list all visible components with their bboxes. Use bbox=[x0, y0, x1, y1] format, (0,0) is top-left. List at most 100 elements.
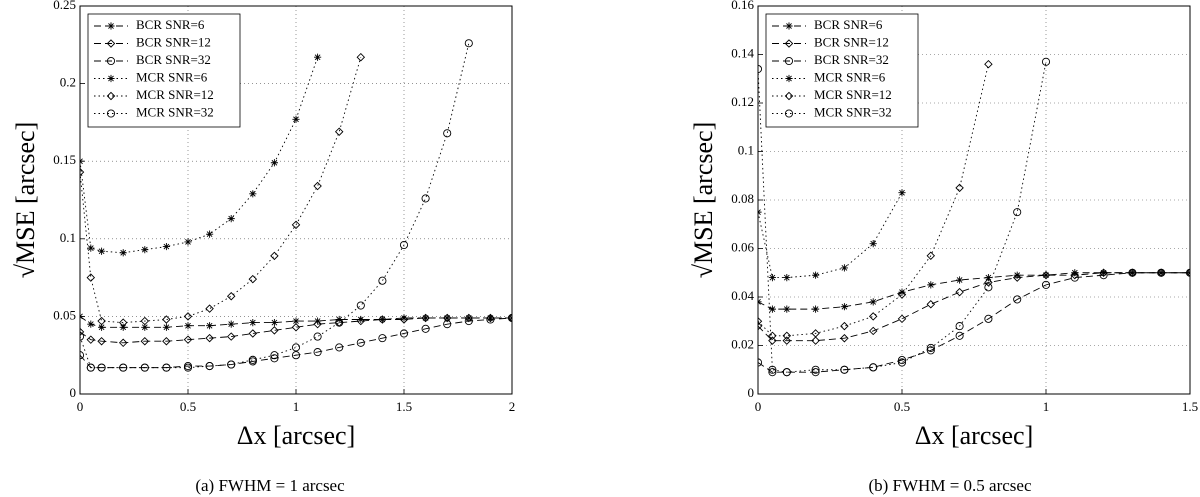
marker bbox=[1041, 270, 1051, 280]
y-tick-label: 0.14 bbox=[731, 45, 754, 60]
marker bbox=[162, 242, 170, 251]
marker bbox=[768, 365, 777, 374]
plot-frame bbox=[79, 5, 513, 395]
marker bbox=[140, 363, 149, 372]
marker bbox=[926, 251, 936, 261]
y-tick-label: 0.05 bbox=[53, 307, 76, 322]
marker bbox=[270, 326, 279, 335]
marker bbox=[313, 332, 322, 341]
marker bbox=[270, 319, 278, 327]
marker bbox=[421, 324, 430, 333]
marker bbox=[313, 319, 322, 329]
marker bbox=[400, 314, 408, 322]
marker bbox=[422, 314, 430, 322]
plot: 0 0.02 0.04 0.06 0.08 0.1 0.12 0.14 0.16 0 0.5 1 1.5… bbox=[689, 0, 1198, 495]
legend-marker bbox=[106, 91, 116, 101]
series-line bbox=[758, 272, 1190, 310]
legend-marker bbox=[784, 39, 794, 48]
marker bbox=[291, 323, 301, 332]
marker bbox=[141, 246, 149, 254]
legend-label: BCR SNR=12 bbox=[136, 34, 211, 49]
legend-label: MCR SNR=12 bbox=[136, 87, 214, 102]
legend-label: BCR SNR=32 bbox=[814, 52, 889, 67]
legend-marker bbox=[107, 22, 115, 30]
y-tick-label: 0.16 bbox=[731, 0, 754, 12]
series-line bbox=[80, 317, 512, 369]
series-line bbox=[758, 64, 989, 337]
marker bbox=[118, 318, 128, 327]
marker bbox=[291, 343, 301, 352]
marker bbox=[1099, 271, 1108, 280]
marker bbox=[291, 351, 301, 360]
marker bbox=[926, 300, 936, 309]
x-axis-label: Δx [arcsec] bbox=[915, 421, 1033, 450]
caption: (a) FWHM = 1 arcsec bbox=[195, 476, 345, 495]
legend-marker bbox=[785, 22, 793, 30]
marker bbox=[291, 220, 301, 230]
marker bbox=[98, 323, 106, 331]
marker bbox=[897, 355, 907, 365]
marker bbox=[955, 287, 964, 297]
marker bbox=[868, 326, 878, 336]
legend-marker bbox=[785, 74, 793, 83]
series-line bbox=[80, 317, 512, 344]
legend-marker bbox=[107, 74, 115, 83]
marker bbox=[768, 336, 777, 345]
marker bbox=[465, 314, 473, 322]
marker bbox=[812, 271, 820, 279]
marker bbox=[464, 317, 473, 326]
legend-box bbox=[765, 13, 919, 128]
marker bbox=[1070, 270, 1080, 280]
marker bbox=[399, 240, 409, 250]
x-tick-label: 1.5 bbox=[396, 399, 412, 414]
marker bbox=[1185, 268, 1190, 277]
marker bbox=[356, 52, 366, 62]
marker bbox=[758, 317, 763, 326]
marker bbox=[443, 129, 452, 138]
marker bbox=[984, 283, 993, 292]
legend-marker bbox=[106, 56, 116, 66]
marker bbox=[184, 322, 192, 330]
marker bbox=[205, 333, 214, 343]
legend-label: MCR SNR=32 bbox=[814, 104, 892, 119]
marker bbox=[1185, 268, 1190, 277]
marker bbox=[840, 365, 849, 374]
marker bbox=[378, 315, 387, 324]
marker bbox=[869, 363, 878, 372]
marker bbox=[162, 315, 171, 324]
y-tick-label: 0.15 bbox=[53, 152, 76, 167]
marker bbox=[141, 323, 149, 331]
marker bbox=[984, 274, 992, 282]
marker bbox=[140, 316, 150, 326]
marker bbox=[334, 127, 344, 136]
plot: 0 0.05 0.1 0.15 0.2 0.25 0 0.5 1 1.5 2 BCR SNR=6 BCR… bbox=[11, 0, 515, 495]
marker bbox=[378, 315, 386, 324]
marker bbox=[270, 351, 279, 360]
marker bbox=[840, 333, 849, 343]
marker bbox=[119, 363, 128, 372]
marker bbox=[313, 348, 322, 357]
marker bbox=[162, 336, 171, 346]
marker bbox=[783, 305, 791, 313]
series-group bbox=[758, 57, 1190, 377]
marker bbox=[868, 312, 878, 321]
marker bbox=[1012, 273, 1022, 282]
marker bbox=[782, 331, 792, 341]
marker bbox=[270, 159, 278, 167]
marker bbox=[926, 346, 935, 355]
marker bbox=[1099, 268, 1108, 277]
y-tick-label: 0.2 bbox=[60, 75, 76, 90]
x-axis-label: Δx [arcsec] bbox=[237, 421, 355, 450]
legend-label: MCR SNR=6 bbox=[136, 69, 208, 84]
marker bbox=[955, 322, 964, 331]
y-tick-label: 0.12 bbox=[731, 94, 754, 109]
marker bbox=[378, 334, 387, 343]
marker bbox=[443, 314, 451, 322]
marker bbox=[442, 313, 452, 323]
marker bbox=[840, 303, 848, 311]
x-tick-label: 0.5 bbox=[894, 399, 910, 414]
marker bbox=[421, 313, 430, 323]
marker bbox=[507, 313, 512, 323]
marker bbox=[812, 305, 820, 313]
marker bbox=[97, 363, 106, 372]
